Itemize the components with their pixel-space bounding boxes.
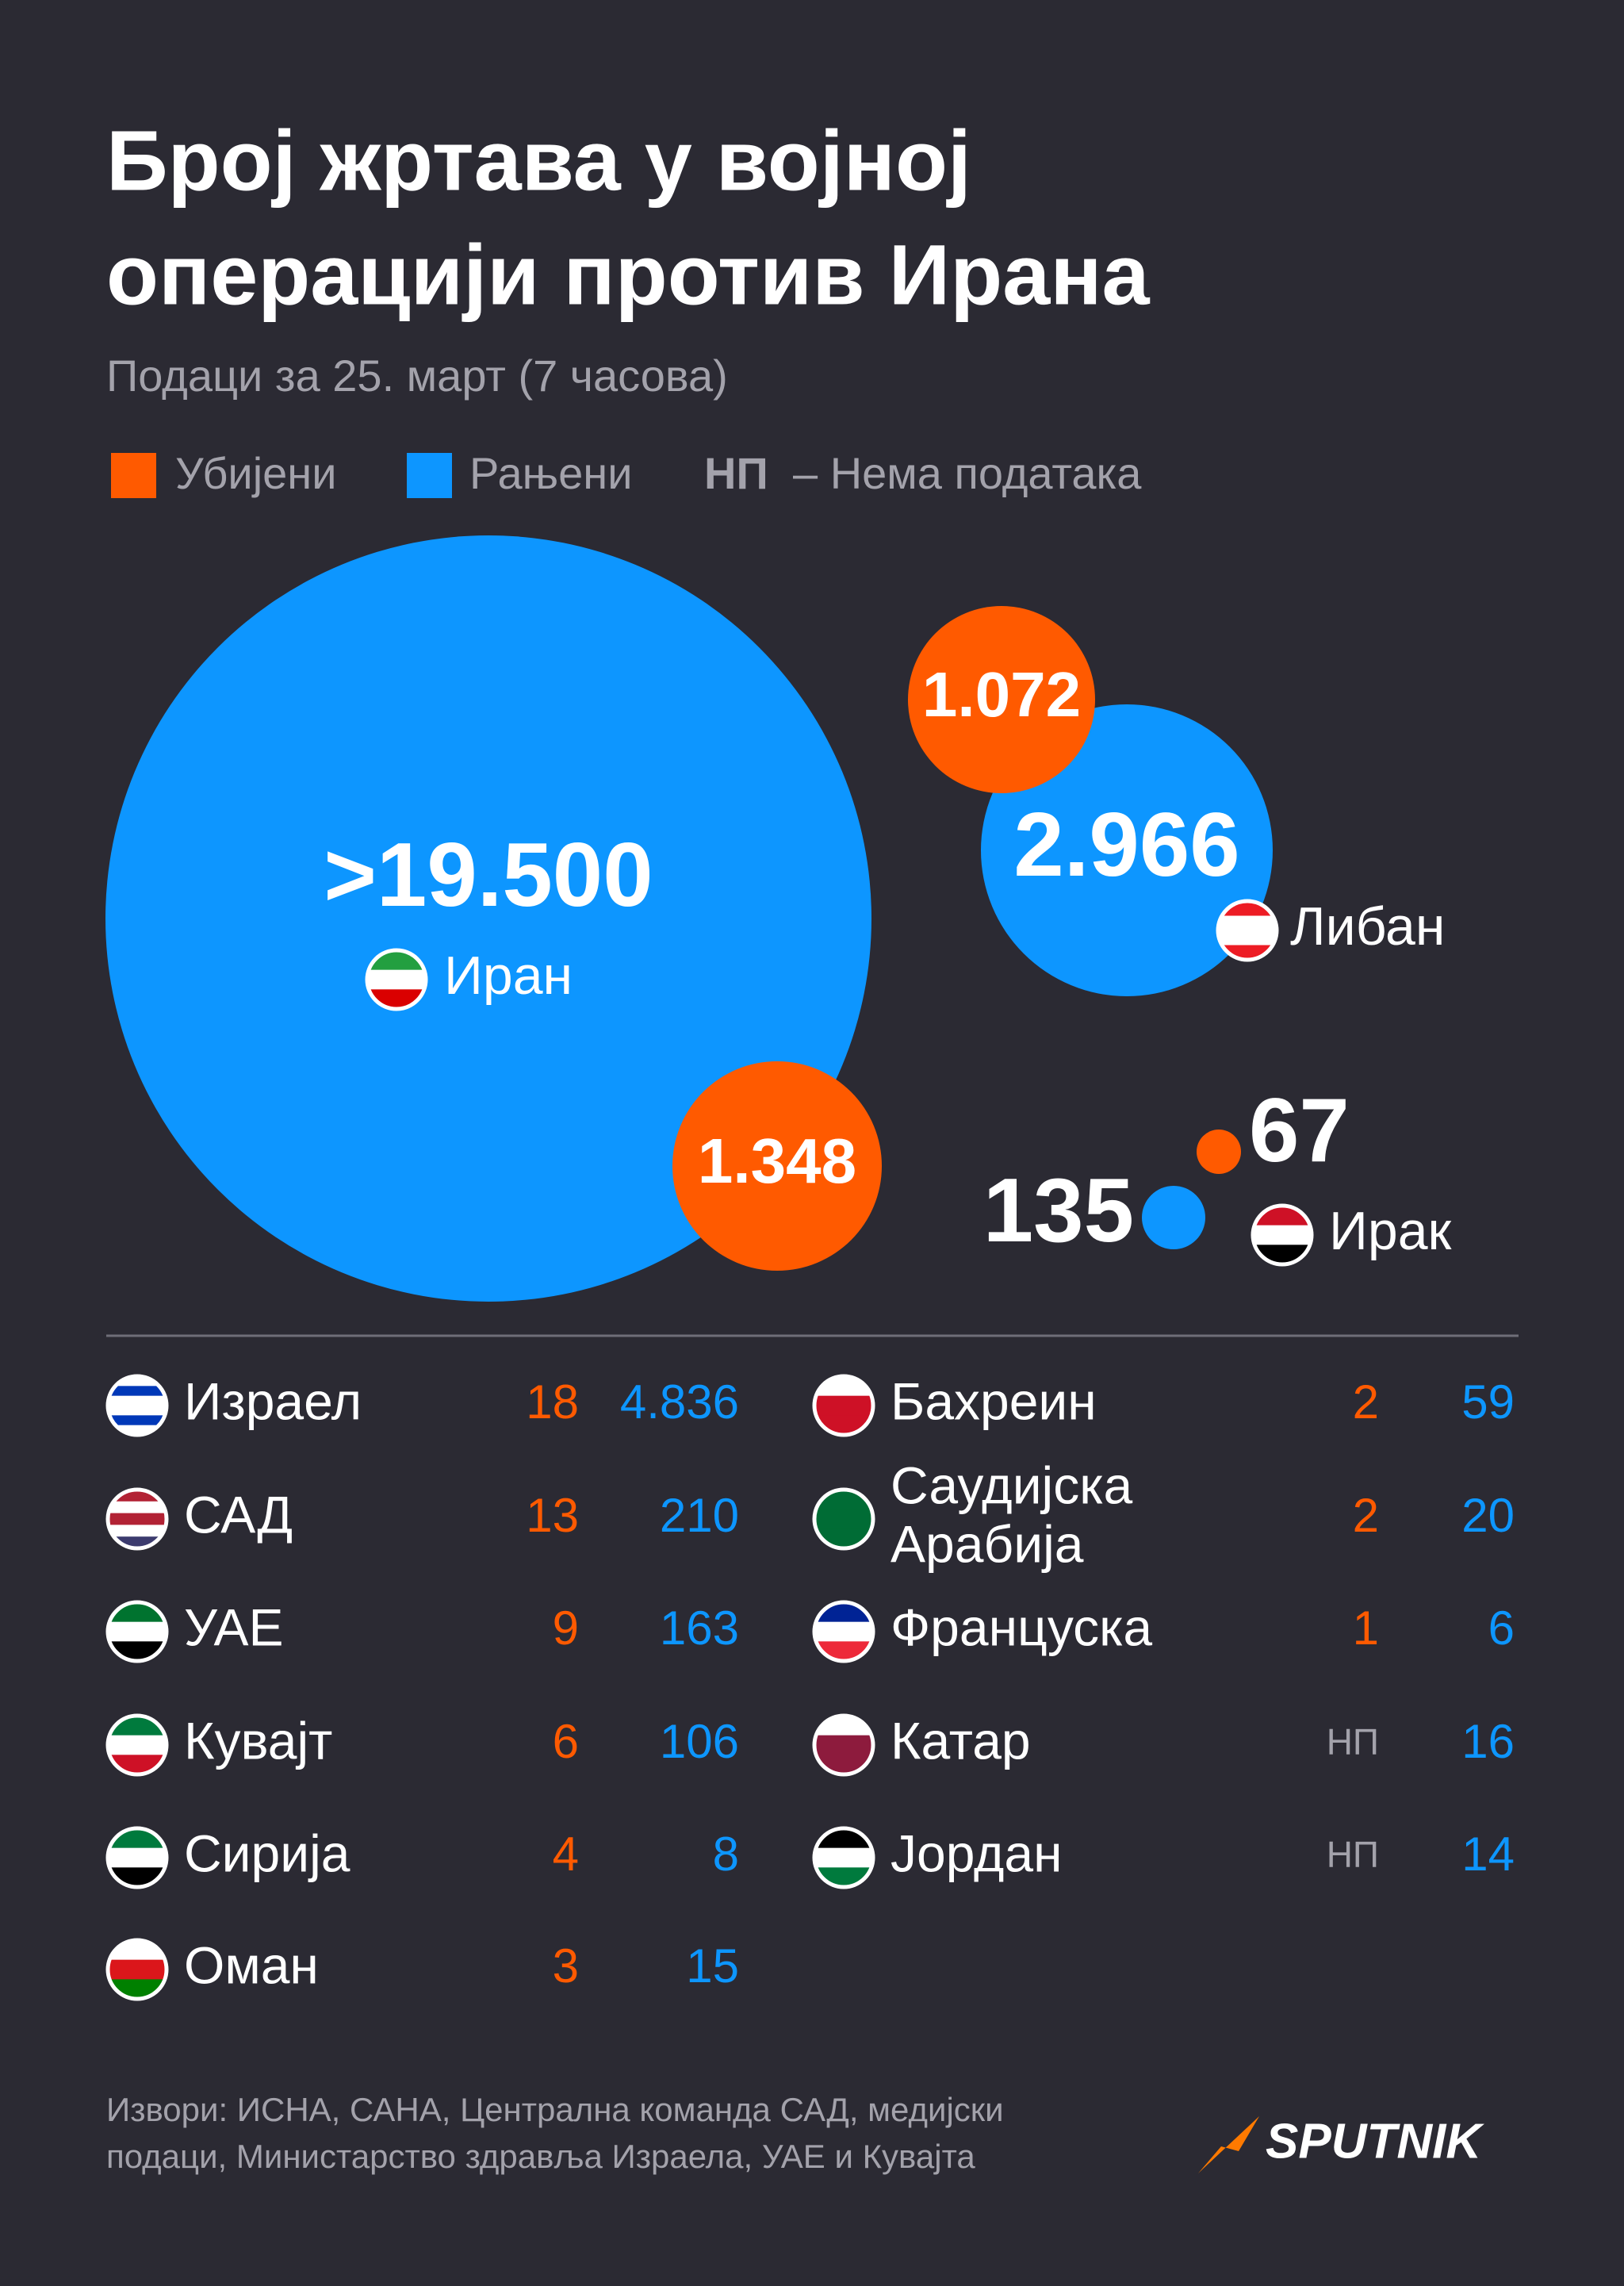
legend-label: – Нема података [793, 448, 1142, 498]
country-label: Ирак [1329, 1201, 1453, 1261]
wounded-value: 210 [660, 1489, 739, 1542]
wounded-value: 6 [1488, 1601, 1515, 1655]
killed-value: 13 [526, 1489, 579, 1542]
wounded-value: 2.966 [1013, 795, 1239, 896]
flag-border [105, 1826, 169, 1889]
flag-band [108, 1525, 167, 1538]
flag-band [108, 1959, 167, 1981]
country-label: Либан [1290, 896, 1445, 957]
wounded-value: 16 [1461, 1715, 1515, 1768]
country-name: Сирија [184, 1824, 350, 1882]
country-name: Израел [184, 1371, 362, 1430]
killed-value: 6 [553, 1715, 579, 1768]
wounded-value: 106 [660, 1715, 739, 1768]
country-name: Кувајт [184, 1711, 332, 1770]
killed-value: 4 [553, 1828, 579, 1881]
flag-border [812, 1826, 875, 1889]
country-name: САД [184, 1485, 293, 1544]
wounded-value: 15 [686, 1939, 739, 1993]
killed-bubble [1197, 1130, 1241, 1174]
killed-value: 2 [1353, 1375, 1379, 1429]
flag-border [105, 1600, 169, 1663]
flag-band [814, 1395, 873, 1417]
title: Број жртава у војној [106, 113, 971, 209]
flag-border [812, 1487, 875, 1551]
flag-border [365, 948, 428, 1011]
wounded-bubble [105, 535, 871, 1302]
country-name: Катар [891, 1711, 1031, 1770]
wounded-value: 14 [1461, 1828, 1515, 1881]
flag-band [814, 1509, 873, 1530]
flag-band [108, 1501, 167, 1514]
flag-border [105, 1713, 169, 1777]
country-name: Бахреин [891, 1371, 1097, 1430]
killed-value: 3 [553, 1939, 579, 1993]
flag-border [812, 1600, 875, 1663]
flag-band [108, 1513, 167, 1526]
flag-band [108, 1386, 167, 1397]
wounded-value: >19.500 [324, 825, 653, 926]
killed-value: 1 [1353, 1601, 1379, 1655]
legend-label: НП [704, 448, 768, 498]
flag-border [812, 1713, 875, 1777]
legend-label: Убијени [175, 448, 337, 498]
logo: SPUTNIK [1266, 2114, 1484, 2169]
country-name: Оман [184, 1935, 319, 1994]
flag-border [1251, 1203, 1314, 1267]
flag-band [814, 1621, 873, 1643]
flag-border [105, 1938, 169, 2001]
country-name: УАЕ [184, 1598, 284, 1656]
legend-label: Рањени [469, 448, 633, 498]
flag-band [108, 1621, 167, 1643]
killed-value: НП [1327, 1721, 1379, 1762]
flag [367, 950, 426, 1009]
wounded-value: 59 [1461, 1375, 1515, 1429]
wounded-value: 4.836 [620, 1375, 739, 1429]
flag-band [108, 1735, 167, 1756]
sources: Извори: ИСНА, САНА, Централна команда СА… [106, 2091, 1004, 2128]
subtitle: Подаци за 25. март (7 часова) [106, 351, 728, 401]
killed-value: 2 [1353, 1489, 1379, 1542]
logo-mark [1198, 2116, 1259, 2173]
wounded-bubble [1142, 1186, 1205, 1249]
wounded-value: 135 [983, 1160, 1134, 1261]
wounded-bubble [981, 704, 1273, 996]
country-name: Саудијска [891, 1456, 1133, 1514]
wounded-value: 163 [660, 1601, 739, 1655]
flag-border [1216, 899, 1279, 962]
wounded-value: 8 [713, 1828, 739, 1881]
flag-border [105, 1374, 169, 1437]
flag-band [814, 1847, 873, 1869]
country-label: Иран [444, 945, 573, 1006]
flag-band [367, 969, 426, 991]
legend-swatch [407, 453, 452, 498]
flag-band [108, 1395, 167, 1406]
flag-band [1218, 930, 1277, 946]
wounded-value: 20 [1461, 1489, 1515, 1542]
sources: подаци, Министарство здравља Израела, УА… [106, 2138, 975, 2175]
killed-value: 9 [553, 1601, 579, 1655]
killed-value: 18 [526, 1375, 579, 1429]
killed-bubble [908, 606, 1095, 793]
killed-value: 67 [1249, 1080, 1350, 1181]
flag-band [108, 1406, 167, 1417]
killed-value: 1.072 [922, 659, 1081, 730]
country-name: Француска [891, 1598, 1152, 1656]
flag-band [1218, 915, 1277, 931]
killed-value: 1.348 [698, 1126, 856, 1196]
title: операцији против Ирана [106, 227, 1151, 323]
country-name: Арабија [891, 1514, 1084, 1573]
country-name: Јордан [891, 1824, 1063, 1882]
flag-band [814, 1735, 873, 1756]
killed-value: НП [1327, 1834, 1379, 1875]
flag-border [812, 1374, 875, 1437]
legend-swatch [111, 453, 156, 498]
flag-band [1253, 1225, 1312, 1246]
killed-bubble [672, 1061, 882, 1271]
flag-border [105, 1487, 169, 1551]
flag-band [108, 1847, 167, 1869]
flag-band [108, 1415, 167, 1426]
